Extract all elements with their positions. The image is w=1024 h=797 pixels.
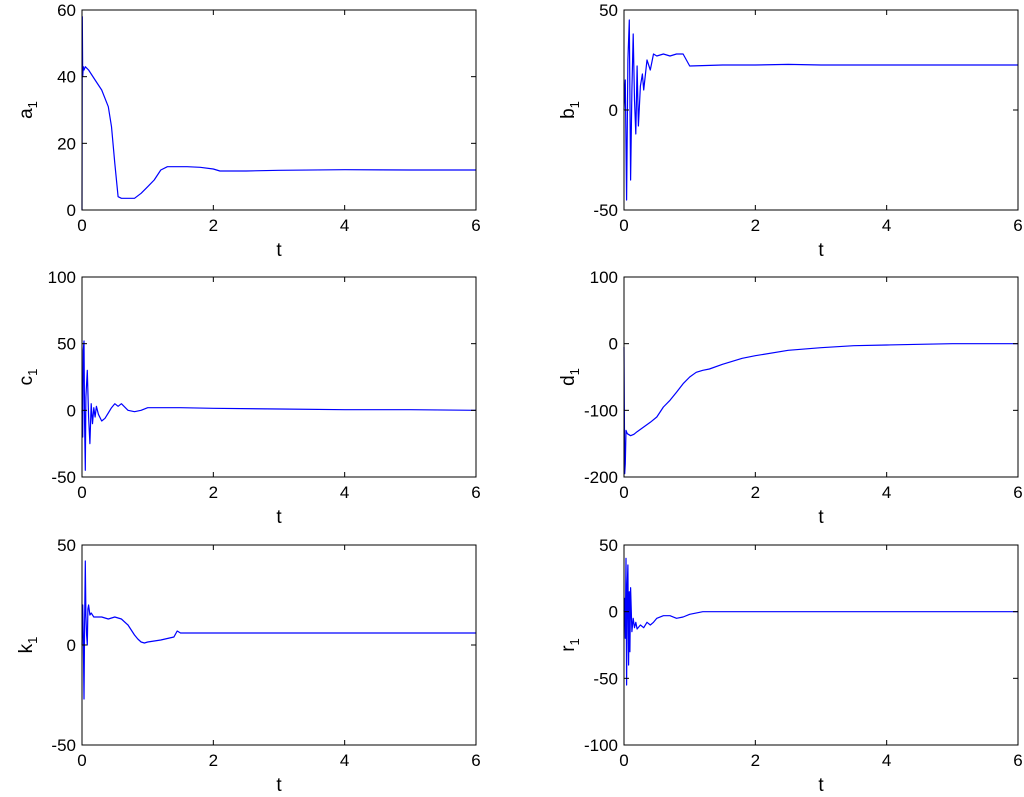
- y-axis-label-subscript: 1: [25, 101, 40, 108]
- y-tick-label: 50: [599, 536, 618, 555]
- x-axis-label: t: [276, 507, 282, 528]
- y-tick-label: 0: [609, 101, 618, 120]
- x-tick-label: 2: [209, 216, 218, 235]
- x-axis-label: t: [818, 240, 824, 261]
- y-tick-label: -100: [584, 401, 618, 420]
- x-axis-label: t: [276, 775, 282, 796]
- y-tick-label: -100: [584, 736, 618, 755]
- x-tick-label: 2: [751, 751, 760, 770]
- x-axis-label: t: [818, 775, 824, 796]
- y-axis-label: c1: [16, 369, 40, 386]
- x-tick-label: 4: [882, 483, 891, 502]
- x-tick-label: 4: [882, 751, 891, 770]
- y-tick-label: 0: [67, 636, 76, 655]
- axes-frame: [81, 276, 477, 478]
- y-axis-label: k1: [16, 637, 40, 654]
- y-axis-label-subscript: 1: [567, 101, 582, 108]
- x-tick-label: 2: [751, 483, 760, 502]
- x-tick-label: 6: [1013, 216, 1022, 235]
- x-tick-label: 0: [619, 483, 628, 502]
- y-tick-label: 40: [57, 68, 76, 87]
- subplot-6: 0 2 4 6 -100 -50 0 50 t r1: [558, 536, 1023, 796]
- x-tick-label: 6: [1013, 751, 1022, 770]
- x-tick-label: 4: [882, 216, 891, 235]
- y-axis-label: b1: [558, 101, 582, 119]
- y-tick-label: -50: [593, 669, 618, 688]
- y-axis-label-main: r: [558, 645, 579, 652]
- x-tick-label: 4: [340, 483, 349, 502]
- y-tick-label: -50: [593, 201, 618, 220]
- subplot-4: 0 2 4 6 -200 -100 0 100 t d1: [558, 268, 1023, 528]
- axes-frame: [623, 544, 1019, 746]
- y-axis-label-main: a: [16, 108, 37, 119]
- series-line-1-1: [81, 16, 476, 211]
- y-tick-label: 50: [57, 536, 76, 555]
- y-tick-label: 100: [48, 268, 76, 287]
- x-tick-label: 0: [619, 216, 628, 235]
- y-tick-label: 0: [67, 201, 76, 220]
- series-line-4-1: [623, 343, 1018, 475]
- x-tick-label: 0: [77, 483, 86, 502]
- x-tick-label: 2: [209, 751, 218, 770]
- series-line-6-1: [623, 557, 1018, 686]
- x-axis-label: t: [276, 240, 282, 261]
- y-tick-label: 0: [67, 401, 76, 420]
- x-tick-label: 4: [340, 751, 349, 770]
- y-tick-label: 50: [599, 1, 618, 20]
- y-tick-label: 50: [57, 335, 76, 354]
- y-tick-label: 20: [57, 134, 76, 153]
- x-tick-label: 0: [619, 751, 628, 770]
- y-axis-label-subscript: 1: [25, 369, 40, 376]
- x-tick-label: 0: [77, 216, 86, 235]
- y-tick-label: 0: [609, 335, 618, 354]
- axes-frame: [81, 9, 477, 211]
- y-axis-label-main: c: [16, 376, 37, 386]
- y-axis-label-subscript: 1: [25, 637, 40, 644]
- x-tick-label: 0: [77, 751, 86, 770]
- y-tick-label: 0: [609, 603, 618, 622]
- series-line-2-1: [623, 19, 1018, 201]
- y-axis-label-main: k: [16, 643, 37, 653]
- y-axis-label: r1: [558, 638, 582, 652]
- y-tick-label: 60: [57, 1, 76, 20]
- y-axis-label: a1: [16, 101, 40, 119]
- y-axis-label-main: d: [558, 375, 579, 386]
- y-tick-label: -50: [51, 468, 76, 487]
- x-axis-label: t: [818, 507, 824, 528]
- y-tick-label: -50: [51, 736, 76, 755]
- x-tick-label: 6: [471, 216, 480, 235]
- y-axis-label: d1: [558, 368, 582, 386]
- series-line-5-1: [81, 560, 476, 700]
- x-tick-label: 6: [471, 751, 480, 770]
- y-axis-label-subscript: 1: [567, 638, 582, 645]
- x-tick-label: 2: [751, 216, 760, 235]
- x-tick-label: 6: [471, 483, 480, 502]
- y-axis-label-main: b: [558, 108, 579, 119]
- axes-frame: [623, 276, 1019, 478]
- x-tick-label: 6: [1013, 483, 1022, 502]
- y-axis-label-subscript: 1: [567, 368, 582, 375]
- series-line-3-1: [81, 340, 477, 471]
- x-tick-label: 4: [340, 216, 349, 235]
- y-tick-label: 100: [590, 268, 618, 287]
- x-tick-label: 2: [209, 483, 218, 502]
- y-tick-label: -200: [584, 468, 618, 487]
